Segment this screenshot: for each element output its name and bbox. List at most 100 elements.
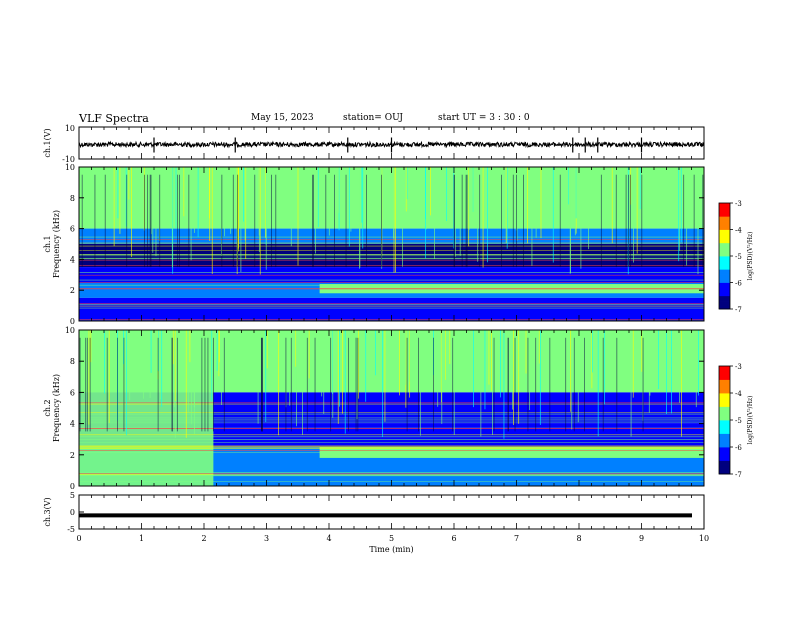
ch2-spectrogram-colorbar-cell [719,438,730,442]
ch2-spectrogram-ytick-label: 10 [65,326,75,335]
ch1-spectrogram-colorbar-cell [719,266,730,270]
ch2-spectrogram-ylabel-frequency: Frequency (kHz) [52,374,61,442]
ch2-spectrogram-ytick-label: 0 [70,482,75,491]
ch2-spectrogram-colorbar-cell [719,420,730,424]
ch1-spectrogram-colorbar-cell [719,203,730,207]
ch1-spectrogram-colorbar-cell [719,224,730,228]
ch2-spectrogram-colorbar-cell [719,387,730,391]
ch1-spectrogram-colorbar-cell [719,274,730,278]
ch1-spectrogram-colorbar-cell [719,290,730,294]
ch1-spectrogram-colorbar-cell [719,213,730,217]
ch1-spectrogram-ytick-label: 2 [70,286,75,295]
ch1-spectrogram-colorbar-cell [719,208,730,212]
ch1-spectrogram-colorbar-cell [719,263,730,267]
ch1-spectrogram-colorbar-cell [719,205,730,209]
ch2-spectrogram-colorbar-cell [719,395,730,399]
ch1-spectrogram-colorbar-label: log(PSD)(V²/Hz) [747,232,754,281]
ch1-spectrogram-colorbar-cell [719,221,730,225]
ch1-spectrogram-colorbar-cell [719,306,730,310]
ch2-spectrogram-ytick-label: 4 [70,420,75,429]
ch2-spectrogram-colorbar-tick-label: -6 [735,444,742,452]
ch3-ytick-label: -5 [67,525,75,534]
ch1-spectrogram-band [79,267,704,283]
header-start-time: start UT = 3 : 30 : 0 [438,113,530,123]
ch2-spectrogram-colorbar-label: log(PSD)(V²/Hz) [747,396,754,445]
x-tick-label: 8 [576,534,581,543]
ch2-spectrogram-colorbar-cell [719,398,730,402]
ch1-spectrogram-colorbar-cell [719,237,730,241]
ch1-spectrogram-ytick-label: 0 [70,317,75,326]
x-tick-label: 10 [699,534,709,543]
ch2-spectrogram-colorbar-cell [719,374,730,378]
ch1-spectrogram-band [79,167,704,229]
ch2-spectrogram-colorbar-cell [719,401,730,405]
ch1-spectrogram-colorbar-cell [719,277,730,281]
ch1-spectrogram-colorbar-cell [719,245,730,249]
ch1-spectrogram-colorbar-cell [719,218,730,222]
ch1-spectrogram-band [79,228,704,244]
ch1-spectrogram-colorbar-tick-label: -3 [735,200,742,208]
ch1-spectrogram-colorbar-cell [719,256,730,260]
ch1-spectrogram-colorbar-cell [719,303,730,307]
ch2-spectrogram-colorbar-tick-label: -4 [735,390,742,398]
x-tick-label: 2 [201,534,206,543]
ch1-ylabel: ch.1(V) [43,128,52,157]
ch2-spectrogram-colorbar-cell [719,417,730,421]
ch2-spectrogram-colorbar-cell [719,460,730,464]
ch2-spectrogram-colorbar-tick-label: -5 [735,417,742,425]
ch2-spectrogram-image [79,330,704,486]
ch1-spectrogram-band [79,297,704,321]
ch1-spectrogram-colorbar-cell [719,269,730,273]
figure-title: VLF Spectra [79,112,149,125]
ch2-spectrogram-colorbar-cell [719,433,730,437]
ch1-spectrogram-ytick-label: 10 [65,163,75,172]
ch1-spectrogram-colorbar-cell [719,253,730,257]
ch1-spectrogram-colorbar-cell [719,261,730,265]
ch2-spectrogram-ytick-label: 6 [70,388,75,397]
ch2-spectrogram-colorbar-cell [719,393,730,397]
ch2-spectrogram-colorbar-cell [719,371,730,375]
ch1-spectrogram-colorbar-cell [719,210,730,214]
ch2-spectrogram-colorbar-cell [719,463,730,467]
ch2-spectrogram-colorbar-cell [719,455,730,459]
ch2-spectrogram-colorbar-cell [719,366,730,370]
ch1-spectrogram-colorbar-tick-label: -6 [735,280,742,288]
ch2-spectrogram-colorbar-cell [719,428,730,432]
ch1-spectrogram-colorbar-cell [719,279,730,283]
ch1-spectrogram-colorbar-cell [719,240,730,244]
ch1-spectrogram-colorbar-cell [719,250,730,254]
x-axis-label: Time (min) [369,545,413,554]
ch1-ytick-label: 10 [65,124,75,133]
ch2-spectrogram-colorbar-cell [719,406,730,410]
ch1-spectrogram-colorbar-cell [719,293,730,297]
header-station: station= OUJ [343,113,404,123]
x-tick-label: 5 [389,534,394,543]
ch3-ytick-label: 5 [70,491,75,500]
ch1-spectrogram-ylabel-channel: ch.1 [43,235,52,252]
ch2-spectrogram-colorbar-cell [719,384,730,388]
ch2-spectrogram-colorbar-cell [719,471,730,475]
ch2-spectrogram-colorbar-cell [719,444,730,448]
ch2-spectrogram-colorbar-cell [719,411,730,415]
ch1-spectrogram-colorbar-tick-label: -7 [735,306,742,314]
ch2-spectrogram-colorbar-cell [719,409,730,413]
ch1-spectrogram-ylabel-frequency: Frequency (kHz) [52,210,61,278]
ch2-spectrogram-colorbar-cell [719,403,730,407]
ch1-spectrogram-colorbar-cell [719,232,730,236]
ch2-spectrogram-ytick-label: 8 [70,357,75,366]
ch2-spectrogram-colorbar-cell [719,422,730,426]
ch1-spectrogram-colorbar-cell [719,226,730,230]
ch2-spectrogram-colorbar-cell [719,425,730,429]
ch2-spectrogram-colorbar-cell [719,436,730,440]
ch1-spectrogram-colorbar-tick-label: -5 [735,253,742,261]
ch2-spectrogram-colorbar-tick-label: -3 [735,363,742,371]
ch2-spectrogram-colorbar-cell [719,457,730,461]
ch1-spectrogram-colorbar-cell [719,285,730,289]
ch1-spectrogram-colorbar-cell [719,258,730,262]
x-tick-label: 7 [514,534,519,543]
ch2-spectrogram-colorbar-cell [719,465,730,469]
ch1-spectrogram-colorbar-cell [719,301,730,305]
ch2-spectrogram-colorbar-cell [719,390,730,394]
ch2-spectrogram-colorbar-cell [719,382,730,386]
